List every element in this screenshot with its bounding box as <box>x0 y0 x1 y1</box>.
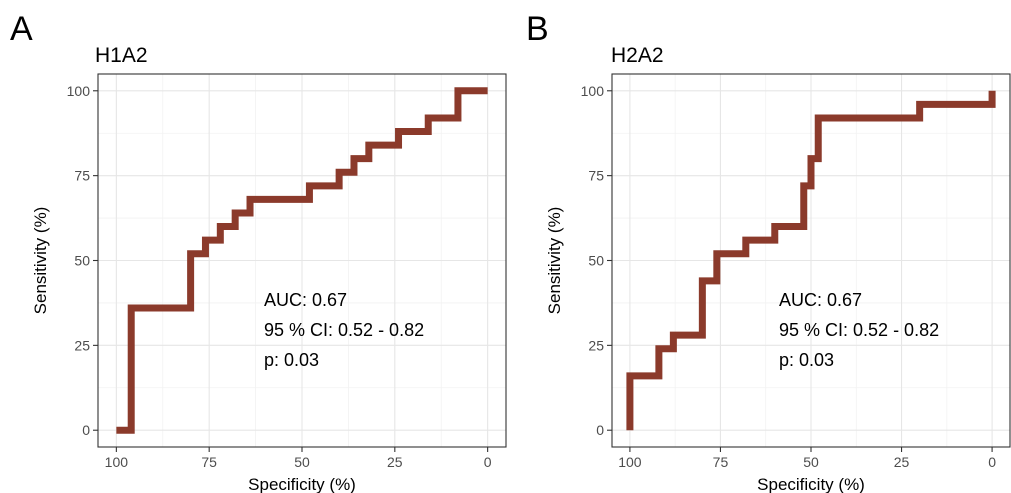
annotation-text: AUC: 0.67 <box>779 290 862 310</box>
panel-letter: A <box>10 10 33 48</box>
annotation-text: 95 % CI: 0.52 - 0.82 <box>779 320 939 340</box>
annotation-text: p: 0.03 <box>779 350 834 370</box>
y-tick-label: 0 <box>82 422 90 438</box>
chart-panel-a: 100 75 50 25 0 0 25 50 75 100 Specificity (%) Sensi… <box>10 10 507 493</box>
y-tick-label: 25 <box>588 337 604 353</box>
x-tick-label: 25 <box>894 454 910 470</box>
annotation-text: AUC: 0.67 <box>264 290 347 310</box>
annotation-text: 95 % CI: 0.52 - 0.82 <box>264 320 424 340</box>
x-tick-label: 100 <box>618 454 642 470</box>
x-tick-label: 75 <box>201 454 217 470</box>
chart-title: H2A2 <box>611 44 664 67</box>
y-tick-label: 75 <box>588 168 604 184</box>
x-tick-label: 75 <box>713 454 729 470</box>
y-tick-label: 50 <box>588 253 604 269</box>
x-axis-label: Specificity (%) <box>757 475 865 493</box>
chart-panel-b: 100 75 50 25 0 0 25 50 75 100 Specificity (%) Sensi… <box>526 10 1011 493</box>
y-tick-label: 100 <box>581 83 605 99</box>
roc-curve-line <box>116 87 488 434</box>
y-tick-label: 75 <box>74 168 90 184</box>
roc-curve-line <box>626 90 996 431</box>
x-axis-label: Specificity (%) <box>248 475 356 493</box>
y-axis-label: Sensitivity (%) <box>545 207 564 315</box>
y-tick-label: 50 <box>74 253 90 269</box>
y-tick-label: 25 <box>74 337 90 353</box>
y-axis-label: Sensitivity (%) <box>31 207 50 315</box>
y-tick-label: 100 <box>67 83 91 99</box>
panel-letter: B <box>526 10 549 48</box>
x-tick-label: 50 <box>803 454 819 470</box>
annotation-text: p: 0.03 <box>264 350 319 370</box>
x-tick-label: 0 <box>484 454 492 470</box>
x-tick-label: 25 <box>387 454 403 470</box>
x-tick-label: 0 <box>988 454 996 470</box>
x-tick-label: 100 <box>105 454 129 470</box>
y-tick-label: 0 <box>596 422 604 438</box>
chart-title: H1A2 <box>95 44 148 67</box>
x-tick-label: 50 <box>294 454 310 470</box>
